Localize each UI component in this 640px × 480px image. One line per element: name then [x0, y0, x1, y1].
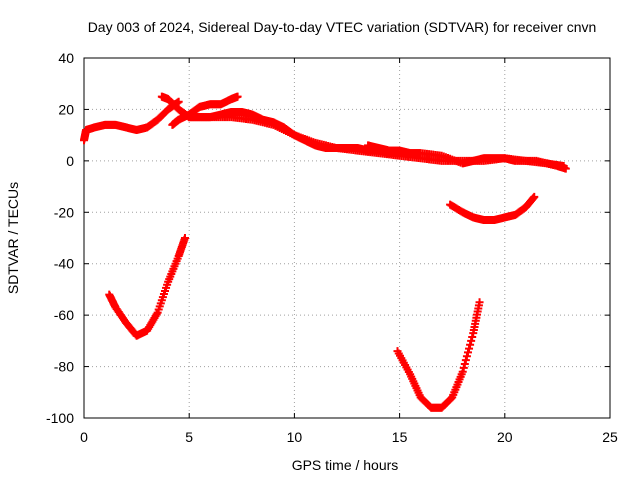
x-tick-label: 15 [392, 429, 408, 445]
data-point [458, 367, 467, 376]
y-tick-label: -20 [54, 204, 74, 220]
ticks: 0 5 10 15 20 25 -100 -80 -60 -40 -20 0 20 40 [46, 50, 618, 445]
data-point [174, 97, 183, 106]
data-point [466, 340, 475, 349]
y-tick-label: -80 [54, 359, 74, 375]
data-point [561, 164, 570, 173]
x-tick-label: 20 [497, 429, 513, 445]
data-point [467, 336, 476, 345]
data-point [460, 360, 469, 368]
x-tick-label: 5 [185, 429, 193, 445]
data-point [465, 344, 474, 353]
y-tick-label: 40 [58, 50, 74, 66]
y-tick-label: -40 [54, 256, 74, 272]
chart-title: Day 003 of 2024, Sidereal Day-to-day VTE… [88, 19, 597, 35]
data-point [468, 333, 477, 341]
data-point [461, 356, 470, 365]
y-axis-label: SDTVAR / TECUs [5, 182, 21, 294]
data-point [530, 192, 539, 201]
x-tick-label: 10 [287, 429, 303, 445]
data-point [180, 234, 189, 242]
plot-frame [83, 57, 611, 419]
x-axis-label: GPS time / hours [292, 457, 399, 473]
data-point [463, 348, 472, 357]
y-tick-label: -100 [46, 410, 74, 426]
data-point [233, 92, 242, 101]
x-tick-label: 25 [602, 429, 618, 445]
grid [84, 58, 610, 418]
y-tick-label: 0 [66, 153, 74, 169]
data-point [462, 352, 471, 361]
data-point [459, 363, 468, 372]
x-tick-label: 0 [80, 429, 88, 445]
y-tick-label: 20 [58, 101, 74, 117]
data-points [80, 92, 570, 412]
y-tick-label: -60 [54, 307, 74, 323]
data-point [475, 298, 484, 307]
